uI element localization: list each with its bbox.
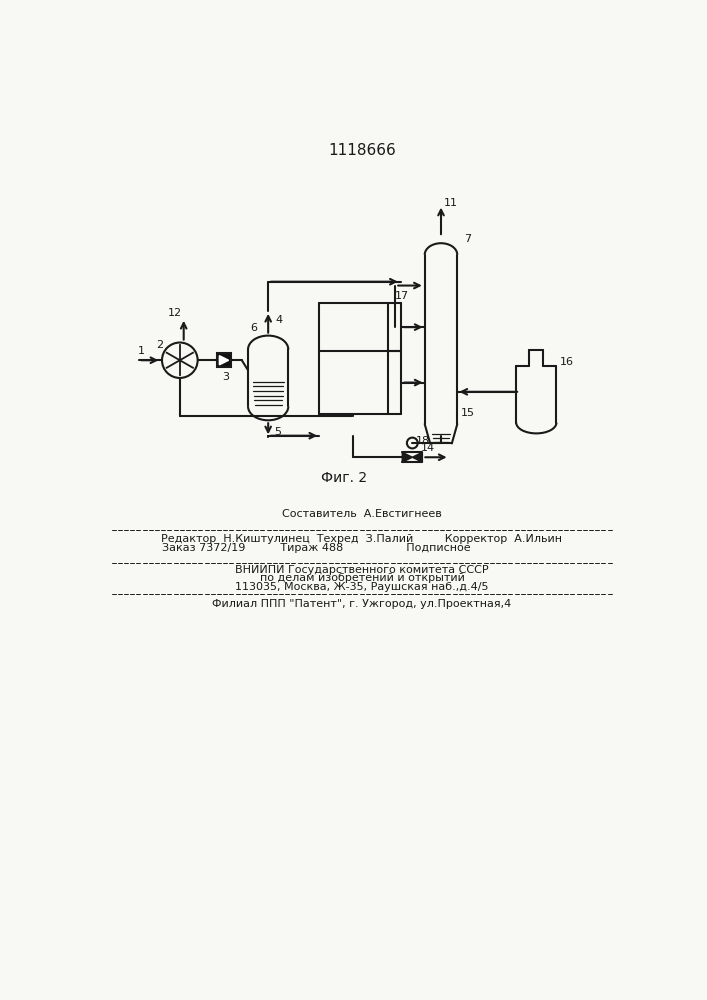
Text: 11: 11 xyxy=(444,198,458,208)
Text: Редактор  Н.Киштулинец  Техред  З.Палий         Корректор  А.Ильин: Редактор Н.Киштулинец Техред З.Палий Кор… xyxy=(161,534,563,544)
Polygon shape xyxy=(412,452,422,462)
Text: 18: 18 xyxy=(415,436,429,446)
Text: 16: 16 xyxy=(559,357,573,367)
Text: Филиал ППП "Патент", г. Ужгород, ул.Проектная,4: Филиал ППП "Патент", г. Ужгород, ул.Прое… xyxy=(212,599,512,609)
Text: ВНИИПИ Государственного комитета СССР: ВНИИПИ Государственного комитета СССР xyxy=(235,565,489,575)
Polygon shape xyxy=(219,356,228,365)
Text: по делам изобретений и открытий: по делам изобретений и открытий xyxy=(259,573,464,583)
Text: 1: 1 xyxy=(138,346,144,356)
Text: 1118666: 1118666 xyxy=(328,143,396,158)
Text: 113035, Москва, Ж-35, Раушская наб.,д.4/5: 113035, Москва, Ж-35, Раушская наб.,д.4/… xyxy=(235,582,489,592)
Text: 5: 5 xyxy=(274,427,281,437)
Bar xyxy=(217,353,231,367)
Text: 15: 15 xyxy=(460,408,474,418)
Text: 7: 7 xyxy=(464,234,472,244)
Text: 17: 17 xyxy=(395,291,409,301)
Text: Составитель  А.Евстигнеев: Составитель А.Евстигнеев xyxy=(282,509,442,519)
Text: 6: 6 xyxy=(251,323,258,333)
Text: Заказ 7372/19          Тираж 488                  Подписное: Заказ 7372/19 Тираж 488 Подписное xyxy=(162,543,471,553)
Text: 12: 12 xyxy=(168,308,182,318)
Text: Фиг. 2: Фиг. 2 xyxy=(321,471,367,485)
Text: 14: 14 xyxy=(421,443,435,453)
Text: 4: 4 xyxy=(276,315,283,325)
Text: 2: 2 xyxy=(156,340,163,350)
Text: 3: 3 xyxy=(222,372,229,382)
Polygon shape xyxy=(402,452,412,462)
